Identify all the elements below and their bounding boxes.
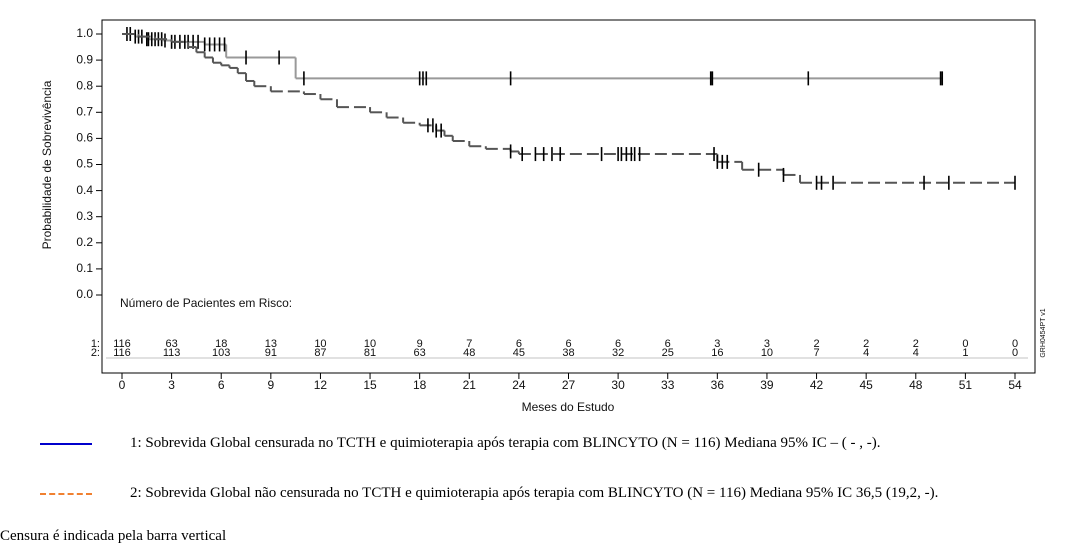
- y-tick-label: 0.6: [76, 131, 93, 145]
- x-tick-label: 48: [909, 378, 923, 392]
- x-tick-label: 3: [168, 378, 175, 392]
- y-tick-label: 0.9: [76, 52, 93, 66]
- note: Censura é indicada pela barra vertical: [0, 528, 227, 544]
- x-tick-label: 21: [463, 378, 477, 392]
- x-tick-label: 9: [267, 378, 274, 392]
- x-tick-label: 6: [218, 378, 225, 392]
- x-tick-label: 24: [512, 378, 526, 392]
- y-tick-label: 1.0: [76, 26, 93, 40]
- risk-count: 16: [711, 347, 723, 359]
- risk-count: 6: [565, 338, 571, 350]
- x-tick-label: 30: [611, 378, 625, 392]
- y-tick-label: 0.7: [76, 104, 93, 118]
- risk-row-label: 1:: [91, 338, 100, 350]
- risk-table-title: Número de Pacientes em Risco:: [120, 296, 292, 310]
- risk-count: 91: [265, 347, 277, 359]
- risk-count: 25: [662, 347, 674, 359]
- x-tick-label: 36: [711, 378, 725, 392]
- risk-count: 48: [463, 347, 475, 359]
- risk-count: 10: [364, 338, 376, 350]
- watermark: GRH0454PT v1: [1040, 308, 1047, 357]
- risk-count: 0: [962, 338, 968, 350]
- risk-count: 2: [813, 338, 819, 350]
- risk-row-label: 2:: [91, 347, 100, 359]
- risk-count: 116: [113, 347, 131, 359]
- risk-count: 13: [265, 338, 277, 350]
- risk-count: 18: [215, 338, 227, 350]
- x-tick-label: 45: [859, 378, 873, 392]
- risk-count: 2: [863, 338, 869, 350]
- risk-count: 10: [314, 338, 326, 350]
- risk-count: 1: [962, 347, 968, 359]
- risk-count: 63: [414, 347, 426, 359]
- y-axis-label: Probabilidade de Sobrevivência: [40, 80, 54, 249]
- y-tick-label: 0.1: [76, 261, 93, 275]
- risk-count: 3: [714, 338, 720, 350]
- risk-count: 7: [813, 347, 819, 359]
- risk-count: 45: [513, 347, 525, 359]
- risk-count: 6: [615, 338, 621, 350]
- risk-count: 63: [165, 338, 177, 350]
- x-tick-label: 42: [810, 378, 824, 392]
- y-tick-label: 0.4: [76, 183, 93, 197]
- y-tick-label: 0.8: [76, 78, 93, 92]
- legend-text: 1: Sobrevida Global censurada no TCTH e …: [130, 435, 881, 451]
- risk-count: 3: [764, 338, 770, 350]
- y-tick-label: 0.3: [76, 209, 93, 223]
- risk-count: 32: [612, 347, 624, 359]
- chart: Probabilidade de Sobrevivência Meses do …: [40, 19, 1047, 414]
- risk-count: 6: [665, 338, 671, 350]
- risk-count: 87: [314, 347, 326, 359]
- x-tick-label: 12: [314, 378, 328, 392]
- risk-count: 38: [562, 347, 574, 359]
- risk-count: 7: [466, 338, 472, 350]
- risk-count: 116: [113, 338, 131, 350]
- y-tick-label: 0.5: [76, 157, 93, 171]
- x-tick-label: 27: [562, 378, 576, 392]
- x-axis-label: Meses do Estudo: [522, 400, 615, 414]
- legend-swatch: [40, 493, 92, 495]
- risk-count: 103: [212, 347, 230, 359]
- risk-count: 9: [417, 338, 423, 350]
- risk-count: 4: [913, 347, 919, 359]
- risk-count: 81: [364, 347, 376, 359]
- y-tick-label: 0.2: [76, 235, 93, 249]
- legend-text: 2: Sobrevida Global não censurada no TCT…: [130, 485, 939, 501]
- x-tick-label: 18: [413, 378, 427, 392]
- risk-count: 113: [163, 347, 181, 359]
- risk-count: 0: [1012, 347, 1018, 359]
- x-tick-label: 15: [363, 378, 377, 392]
- x-tick-label: 54: [1008, 378, 1022, 392]
- y-tick-label: 0.0: [76, 287, 93, 301]
- risk-count: 0: [1012, 338, 1018, 350]
- risk-count: 6: [516, 338, 522, 350]
- risk-count: 4: [863, 347, 869, 359]
- x-tick-label: 51: [959, 378, 973, 392]
- risk-count: 2: [913, 338, 919, 350]
- x-tick-label: 0: [119, 378, 126, 392]
- x-tick-label: 39: [760, 378, 774, 392]
- risk-count: 10: [761, 347, 773, 359]
- legend-swatch: [40, 443, 92, 445]
- x-tick-label: 33: [661, 378, 675, 392]
